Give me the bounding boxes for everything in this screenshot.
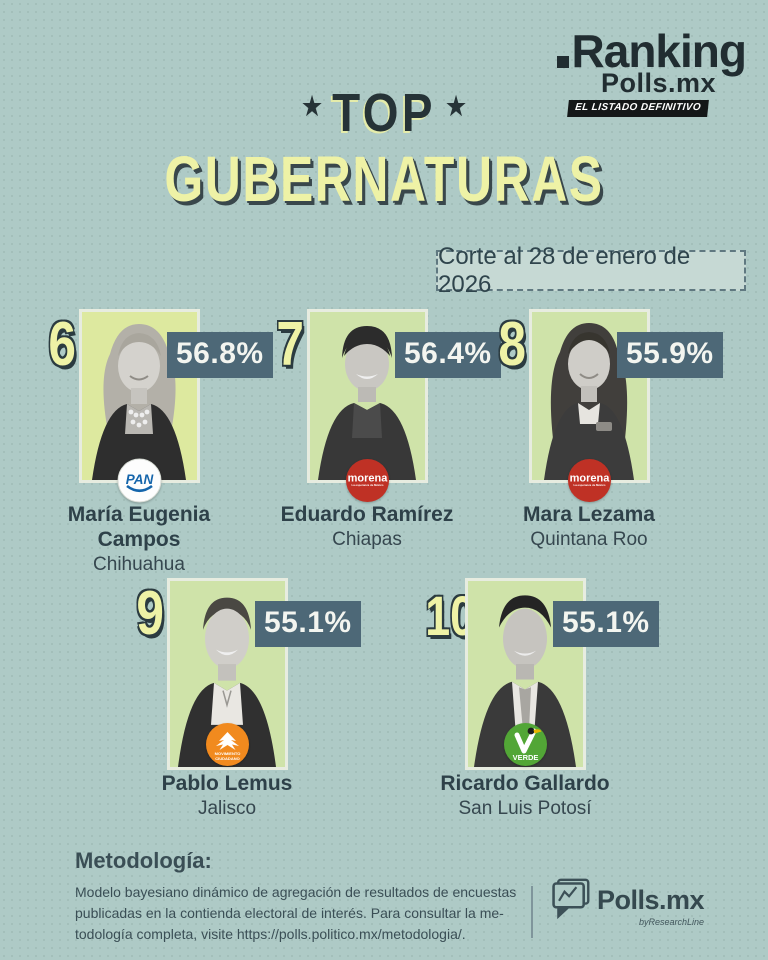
candidate-name: Eduardo Ramírez bbox=[280, 503, 454, 526]
mc-logo-icon: MOVIMIENTO CIUDADANO bbox=[206, 723, 249, 766]
candidate-state: Chihuahua bbox=[93, 554, 185, 575]
svg-text:morena: morena bbox=[348, 473, 389, 485]
candidate-state: Quintana Roo bbox=[530, 529, 648, 550]
polls-speech-bubble-icon bbox=[552, 878, 590, 920]
svg-text:morena: morena bbox=[570, 473, 611, 485]
candidate-card: 10 55.1% VERDE Ricardo Gallardo San Luis… bbox=[416, 581, 666, 861]
methodology-title: Metodología: bbox=[75, 848, 212, 873]
candidate-card: 7 56.4% morena La esperanza de México Ed… bbox=[258, 312, 508, 592]
methodology-line: Modelo bayesiano dinámico de agregación … bbox=[75, 884, 517, 900]
candidate-card: 8 55.9% morena La esperanza de México Ma… bbox=[480, 312, 730, 592]
candidate-name: Pablo Lemus bbox=[161, 772, 293, 795]
methodology-text: Modelo bayesiano dinámico de agregación … bbox=[75, 882, 516, 945]
svg-text:CIUDADANO: CIUDADANO bbox=[215, 756, 239, 761]
candidate-caption: Eduardo Ramírez Chiapas bbox=[227, 502, 507, 551]
footer-divider bbox=[531, 886, 533, 938]
methodology-line: todología completa, visite https://polls… bbox=[75, 926, 466, 942]
footer-logo-tagline: byResearchLine bbox=[639, 917, 705, 927]
title-top: ★ TOP ★ bbox=[58, 82, 711, 144]
pan-logo-icon: PAN bbox=[117, 458, 162, 503]
brand-ranking-row: Ranking bbox=[556, 25, 747, 77]
rank-number: 10 bbox=[425, 584, 476, 647]
verde-logo-icon: VERDE bbox=[504, 723, 547, 766]
candidate-card: 6 56.8% PAN María Eugenia Campos Chihuah… bbox=[30, 312, 280, 592]
candidate-caption: Mara Lezama Quintana Roo bbox=[449, 502, 729, 551]
woman-bust-illustration bbox=[544, 323, 634, 480]
brand-square-dot-icon bbox=[556, 56, 569, 68]
approval-badge: 55.1% bbox=[553, 601, 659, 647]
woman-bust-illustration bbox=[92, 324, 186, 480]
title-main: GUBERNATURAS bbox=[164, 143, 604, 215]
ranking-brand-logo: Ranking Polls.mx EL LISTADO DEFINITIVO bbox=[556, 25, 747, 117]
candidate-state: Jalisco bbox=[197, 798, 257, 819]
candidate-card: 9 55.1% MOVIMIENTO CIUDADANO Pablo Lemus… bbox=[118, 581, 368, 861]
brand-polls-label: Polls.mx bbox=[600, 68, 716, 98]
rank-number: 7 bbox=[276, 310, 304, 379]
morena-logo-icon: morena La esperanza de México bbox=[346, 459, 389, 502]
svg-text:La esperanza de México: La esperanza de México bbox=[573, 483, 605, 487]
candidate-photo bbox=[532, 312, 647, 480]
footer-logo-name: Polls.mx bbox=[597, 885, 705, 915]
approval-badge: 55.9% bbox=[617, 332, 723, 378]
approval-badge: 56.4% bbox=[395, 332, 501, 378]
man-bust-illustration bbox=[318, 326, 416, 480]
svg-text:PAN: PAN bbox=[126, 472, 154, 487]
star-icon: ★ bbox=[446, 91, 466, 121]
candidate-caption: Ricardo Gallardo San Luis Potosí bbox=[385, 771, 665, 820]
brand-ranking-label: Ranking bbox=[571, 25, 747, 77]
star-icon: ★ bbox=[302, 91, 322, 121]
candidate-state: Chiapas bbox=[332, 529, 402, 550]
candidate-caption: Pablo Lemus Jalisco bbox=[87, 771, 367, 820]
svg-text:VERDE: VERDE bbox=[513, 753, 539, 762]
methodology-line: publicadas en la contienda electoral de … bbox=[75, 905, 504, 921]
pollsmx-footer-logo: Polls.mx byResearchLine bbox=[549, 877, 705, 927]
candidate-caption: María Eugenia Campos Chihuahua bbox=[0, 502, 279, 576]
candidate-photo bbox=[310, 312, 425, 480]
morena-logo-icon: morena La esperanza de México bbox=[568, 459, 611, 502]
approval-badge: 56.8% bbox=[167, 332, 273, 378]
svg-text:MOVIMIENTO: MOVIMIENTO bbox=[215, 751, 241, 756]
svg-text:La esperanza de México: La esperanza de México bbox=[351, 483, 383, 487]
cutoff-date-badge: Corte al 28 de enero de 2026 bbox=[436, 243, 746, 298]
candidate-state: San Luis Potosí bbox=[458, 798, 592, 819]
rank-number: 9 bbox=[136, 579, 164, 648]
candidate-name: Mara Lezama bbox=[523, 503, 655, 526]
title-top-text: TOP bbox=[332, 83, 436, 143]
candidate-name: María Eugenia Campos bbox=[67, 503, 211, 551]
footer-logo-text: Polls.mx byResearchLine bbox=[597, 877, 705, 927]
candidate-name: Ricardo Gallardo bbox=[440, 772, 610, 795]
rank-number: 6 bbox=[48, 310, 76, 379]
rank-number: 8 bbox=[498, 310, 526, 379]
approval-badge: 55.1% bbox=[255, 601, 361, 647]
